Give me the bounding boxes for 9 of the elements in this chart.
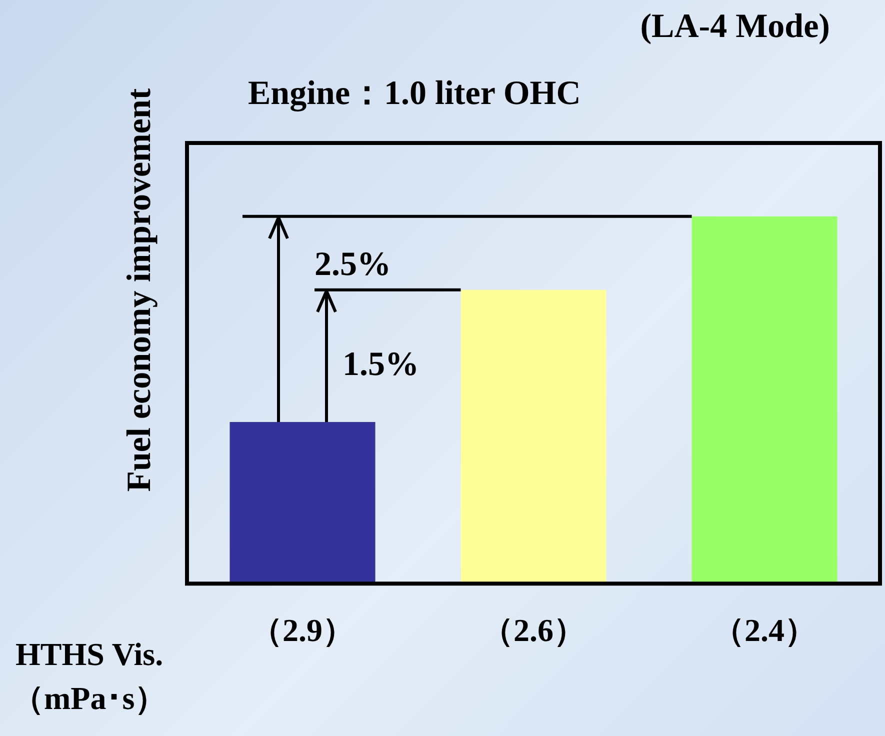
x-tick-label: （2.6） [482,612,586,648]
x-tick-label: （2.4） [712,612,816,648]
x-axis-title: HTHS Vis. （mPa･s） [12,635,167,718]
annotation: 2.5% [314,246,391,284]
annotation: 1.5% [342,346,419,384]
text: (LA-4 Mode) [640,8,830,46]
y-axis-title: Fuel economy improvement [121,88,159,492]
x-tick-label: （2.9） [250,612,354,648]
chart-title: Engine：1.0 liter OHC [248,74,581,114]
